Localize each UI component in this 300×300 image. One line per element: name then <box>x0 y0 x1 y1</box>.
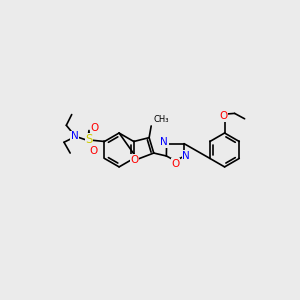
Text: O: O <box>219 112 227 122</box>
Text: N: N <box>160 137 168 147</box>
Text: O: O <box>90 146 98 156</box>
Text: O: O <box>90 123 99 134</box>
Text: N: N <box>182 151 190 160</box>
Text: CH₃: CH₃ <box>154 116 169 124</box>
Text: O: O <box>171 159 179 169</box>
Text: O: O <box>130 155 139 165</box>
Text: N: N <box>71 131 79 141</box>
Text: S: S <box>85 134 93 146</box>
